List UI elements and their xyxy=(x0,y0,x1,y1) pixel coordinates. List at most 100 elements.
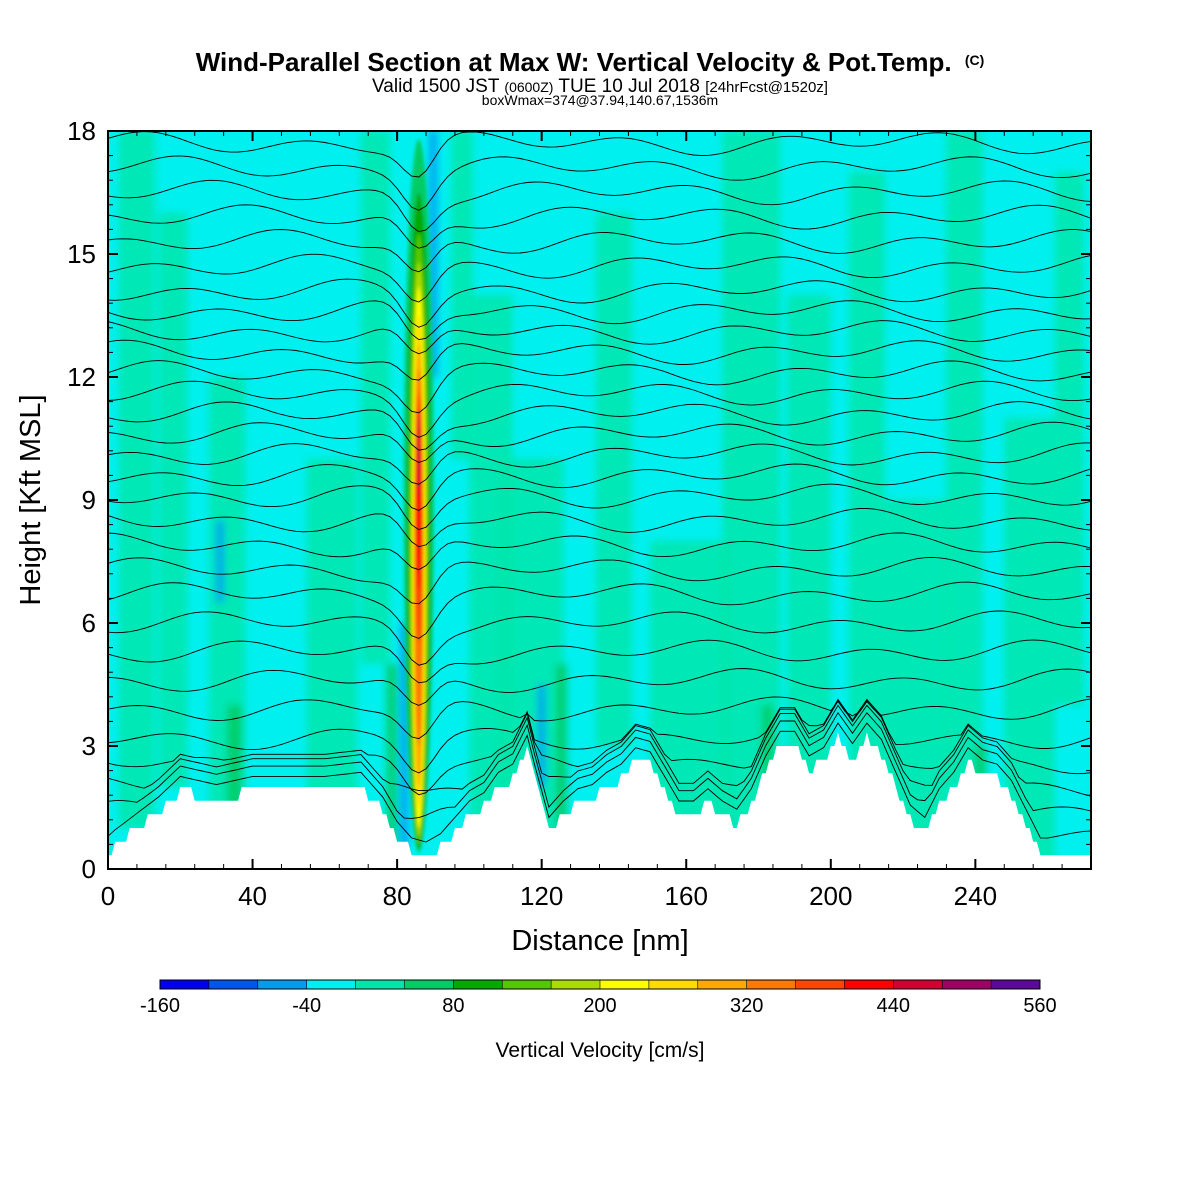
theta-contour xyxy=(108,278,1091,328)
theta-contour xyxy=(108,639,1091,684)
theta-contour xyxy=(108,704,1091,797)
theta-contour xyxy=(108,380,1091,438)
colorbar-swatch xyxy=(306,980,356,989)
colorbar-tick-label: -160 xyxy=(140,995,180,1017)
velocity-patch xyxy=(946,131,983,787)
velocity-patch-strong xyxy=(762,705,773,828)
colorbar-title: Vertical Velocity [cm/s] xyxy=(496,1039,705,1062)
theta-contour xyxy=(108,401,1091,451)
theta-contour xyxy=(108,300,1091,341)
theta-contour xyxy=(108,696,1091,740)
colorbar-swatch xyxy=(160,980,210,989)
colorbar-swatch xyxy=(746,980,796,989)
copyright-mark: (C) xyxy=(965,52,984,68)
y-tick-label: 15 xyxy=(67,239,96,269)
colorbar xyxy=(159,979,1041,990)
velocity-patch-strong xyxy=(556,664,567,828)
colorbar-tick-label: 440 xyxy=(877,995,910,1017)
colorbar-swatch xyxy=(600,980,650,989)
theta-contour xyxy=(108,155,1091,211)
theta-contour xyxy=(108,360,1091,414)
downdraft-streak xyxy=(400,623,408,849)
theta-contour xyxy=(108,581,1091,639)
velocity-background-patches xyxy=(118,131,1084,869)
downdraft-streak xyxy=(429,131,437,377)
valid-utc: (0600Z) xyxy=(504,79,553,95)
updraft-core xyxy=(403,139,434,853)
velocity-patch xyxy=(848,172,886,828)
x-tick-label: 0 xyxy=(101,881,115,911)
y-tick-label: 18 xyxy=(67,116,96,146)
colorbar-swatch xyxy=(844,980,894,989)
updraft-layer xyxy=(416,409,421,500)
x-tick-label: 40 xyxy=(238,881,267,911)
x-axis-title: Distance [nm] xyxy=(511,925,688,957)
y-tick-label: 6 xyxy=(82,608,96,638)
colorbar-swatch xyxy=(355,980,405,989)
velocity-patch-strong xyxy=(386,664,398,849)
terrain-profile xyxy=(108,732,1091,869)
y-axis-title: Height [Kft MSL] xyxy=(15,394,47,605)
theta-contour xyxy=(108,229,1091,273)
theta-contours xyxy=(108,131,1091,843)
theta-contour xyxy=(108,700,1091,796)
valid-time-line: Valid 1500 JST (0600Z) TUE 10 Jul 2018 [… xyxy=(372,76,828,97)
velocity-patch xyxy=(1004,418,1055,869)
colorbar-swatch xyxy=(942,980,992,989)
theta-contour xyxy=(108,483,1091,531)
theta-contour xyxy=(108,179,1091,233)
theta-contour xyxy=(108,508,1091,548)
theta-contour xyxy=(108,668,1091,706)
x-tick-label: 120 xyxy=(520,881,563,911)
x-tick-label: 240 xyxy=(954,881,997,911)
colorbar-tick-labels: -160 -40 80 200 320 440 560 xyxy=(140,995,1057,1017)
valid-time: Valid 1500 JST xyxy=(372,76,500,97)
chart-title: Wind-Parallel Section at Max W: Vertical… xyxy=(196,47,985,77)
valid-date: TUE 10 Jul 2018 xyxy=(558,76,700,97)
theta-contour xyxy=(108,610,1091,666)
theta-contour xyxy=(108,722,1091,843)
colorbar-swatch xyxy=(453,980,503,989)
colorbar-swatch xyxy=(551,980,601,989)
colorbar-swatch xyxy=(648,980,699,989)
forecast-label: [24hrFcst@1520z] xyxy=(705,79,828,96)
theta-contour xyxy=(108,204,1091,249)
x-tick-label: 160 xyxy=(665,881,708,911)
colorbar-swatch xyxy=(893,980,943,989)
velocity-patch xyxy=(158,213,188,787)
y-tick-label: 9 xyxy=(82,485,96,515)
theta-contour xyxy=(108,463,1091,511)
colorbar-tick-label: -40 xyxy=(292,995,321,1017)
plot-area xyxy=(108,131,1091,869)
theta-contour xyxy=(108,131,1091,178)
theta-contour xyxy=(108,711,1091,819)
theta-contour xyxy=(108,556,1091,605)
colorbar-tick-label: 560 xyxy=(1023,995,1056,1017)
velocity-patch xyxy=(1054,172,1084,705)
downdraft-streak xyxy=(538,684,546,787)
colorbar-swatch xyxy=(795,980,845,989)
chart-title-text: Wind-Parallel Section at Max W: Vertical… xyxy=(196,47,952,77)
theta-contour xyxy=(108,532,1091,571)
colorbar-swatch xyxy=(991,980,1041,989)
x-axis: 0 40 80 120 160 200 240 xyxy=(101,131,1092,911)
colorbar-swatch xyxy=(502,980,552,989)
velocity-patch xyxy=(360,131,390,664)
theta-contour xyxy=(108,320,1091,355)
colorbar-swatch xyxy=(257,980,307,989)
colorbar-swatch xyxy=(208,980,259,989)
x-tick-label: 200 xyxy=(809,881,852,911)
x-tick-label: 80 xyxy=(383,881,412,911)
colorbar-tick-label: 80 xyxy=(442,995,464,1017)
colorbar-tick-label: 320 xyxy=(730,995,763,1017)
theta-contour xyxy=(108,442,1091,485)
velocity-patch xyxy=(451,131,474,459)
y-tick-label: 0 xyxy=(82,854,96,884)
theta-contour xyxy=(108,421,1091,463)
colorbar-tick-label: 200 xyxy=(583,995,616,1017)
downdraft-streak xyxy=(216,520,224,603)
velocity-patch xyxy=(118,131,155,828)
theta-contour xyxy=(108,253,1091,303)
y-tick-label: 3 xyxy=(82,731,96,761)
